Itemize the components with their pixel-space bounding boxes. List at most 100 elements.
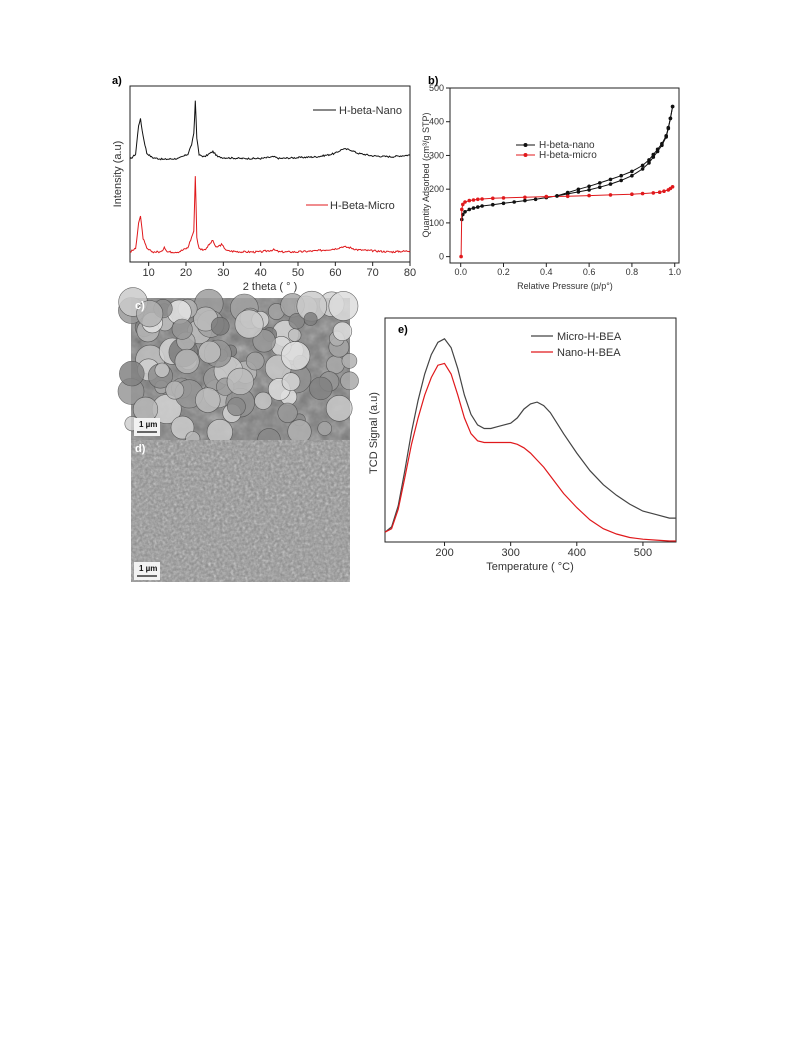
sem-grain [210,316,230,336]
series-point-h-beta-nano [640,167,645,171]
sem-grain [325,394,353,422]
series-point-h-beta-nano [523,198,527,203]
series-point-h-beta-nano [512,200,516,204]
sem-grain [328,291,359,321]
series-point-h-beta-micro [565,194,570,199]
series-point-h-beta-micro [587,193,591,198]
series-point-h-beta-nano [533,197,538,202]
sem-grain [226,367,254,396]
isotherm-x-tick-label: 0.4 [540,267,553,277]
legend-label-micro-h-bea: Micro-H-BEA [557,331,622,343]
xrd-chart: a) 10 20 30 40 50 60 70 80 2 theta ( ° ) Intens… [112,75,416,293]
isotherm-x-axis-label: Relative Pressure (p/p°) [517,281,613,291]
xrd-y-axis-label: Intensity (a.u) [112,141,124,208]
panel-e-label: e) [398,324,408,336]
isotherm-x-tick-label: 0.6 [583,267,596,277]
xrd-x-tick-label: 80 [404,267,416,279]
tpd-x-tick-label: 500 [634,547,652,559]
series-point-h-beta-nano [576,190,581,194]
series-line-h-beta-nano [461,106,674,220]
isotherm-x-tick-label: 0.0 [454,267,467,277]
xrd-x-tick-label: 60 [329,267,341,279]
xrd-x-tick-label: 20 [180,267,192,279]
tpd-y-axis-label: TCD Signal (a.u) [368,392,380,474]
legend-label-h-beta-nano-isotherm: H-beta-nano [539,140,595,151]
sem-grain [234,309,264,339]
xrd-x-tick-label: 70 [367,267,379,279]
legend-marker-h-beta-nano-isotherm [523,143,528,147]
legend-label-nano-h-bea: Nano-H-BEA [557,347,621,359]
series-point-h-beta-nano-desorption [651,152,656,157]
series-point-h-beta-micro [459,254,463,259]
isotherm-series-group [459,104,675,259]
scale-bar-label-c: 1 µm [139,420,157,429]
sem-grain [281,372,301,392]
series-point-h-beta-nano [476,205,480,209]
series-point-h-beta-nano-desorption [630,169,634,174]
tpd-x-tick-label: 400 [568,547,586,559]
series-point-h-beta-nano [630,173,634,178]
isotherm-y-tick-label: 200 [429,184,444,194]
isotherm-x-tick-label: 0.2 [497,267,510,277]
series-line-micro-h-bea [384,338,676,533]
sem-grain [309,376,333,401]
series-point-h-beta-micro [476,197,480,202]
sem-grain [254,391,273,410]
xrd-x-tick-label: 10 [143,267,155,279]
sem-grain [326,355,345,375]
isotherm-y-tick-label: 500 [429,83,444,93]
panel-c-label: c) [135,300,145,312]
sem-grain [277,402,298,423]
xrd-x-axis-label: 2 theta ( ° ) [243,281,298,293]
series-point-h-beta-micro [651,191,656,195]
sem-grain [287,419,312,444]
sem-grain [288,328,302,342]
sem-texture [131,440,350,582]
series-point-h-beta-nano-desorption [608,177,613,182]
tpd-plot-frame [384,317,677,543]
xrd-plot-frame [129,85,411,263]
series-point-h-beta-nano-desorption [640,163,645,168]
series-point-h-beta-micro [523,195,527,200]
tpd-x-ticks: 200 300 400 500 [435,542,652,559]
sem-image-nano: d) 1 µm [131,440,350,582]
sem-grain [154,362,170,378]
sem-grain [198,340,222,364]
series-line-h-beta-nano [129,100,411,161]
series-point-h-beta-nano-desorption [660,141,664,146]
tpd-series-group [384,338,676,542]
xrd-x-tick-label: 40 [255,267,267,279]
tpd-x-tick-label: 300 [501,547,519,559]
series-point-h-beta-nano [467,207,472,212]
legend-label-h-beta-micro-isotherm: H-beta-micro [539,150,597,161]
series-point-h-beta-micro [501,196,506,200]
sem-grain [340,371,359,391]
isotherm-x-tick-label: 1.0 [668,267,681,277]
legend-marker-h-beta-micro-isotherm [523,153,528,157]
tpd-chart: e) 200 300 400 500 Temperature ( °C) TCD Si… [368,317,677,573]
sem-grain [174,348,200,374]
sem-grain [119,360,145,387]
xrd-x-ticks: 10 20 30 40 50 60 70 80 [143,262,416,279]
isotherm-x-tick-label: 0.8 [626,267,639,277]
sem-image-micro: c) 1 µm [117,287,359,452]
scale-bar-label-d: 1 µm [139,564,157,573]
isotherm-y-tick-label: 100 [429,218,444,228]
sem-grain [252,329,276,353]
series-point-h-beta-nano [587,188,591,192]
series-point-h-beta-nano-desorption [664,134,668,138]
sem-grain [136,300,164,328]
isotherm-y-axis-label: Quantity Adsorbed (cm³/g STP) [421,112,431,237]
series-point-h-beta-nano-desorption [576,187,581,192]
series-point-h-beta-micro [544,194,549,199]
xrd-x-tick-label: 50 [292,267,304,279]
series-point-h-beta-nano [463,210,467,214]
series-point-h-beta-micro [467,198,472,203]
sem-grain [226,397,246,417]
sem-grain [165,380,185,400]
series-point-h-beta-micro [662,189,666,193]
series-point-h-beta-micro [471,198,476,202]
series-point-h-beta-micro [460,207,464,212]
series-point-h-beta-nano-desorption [666,125,671,130]
